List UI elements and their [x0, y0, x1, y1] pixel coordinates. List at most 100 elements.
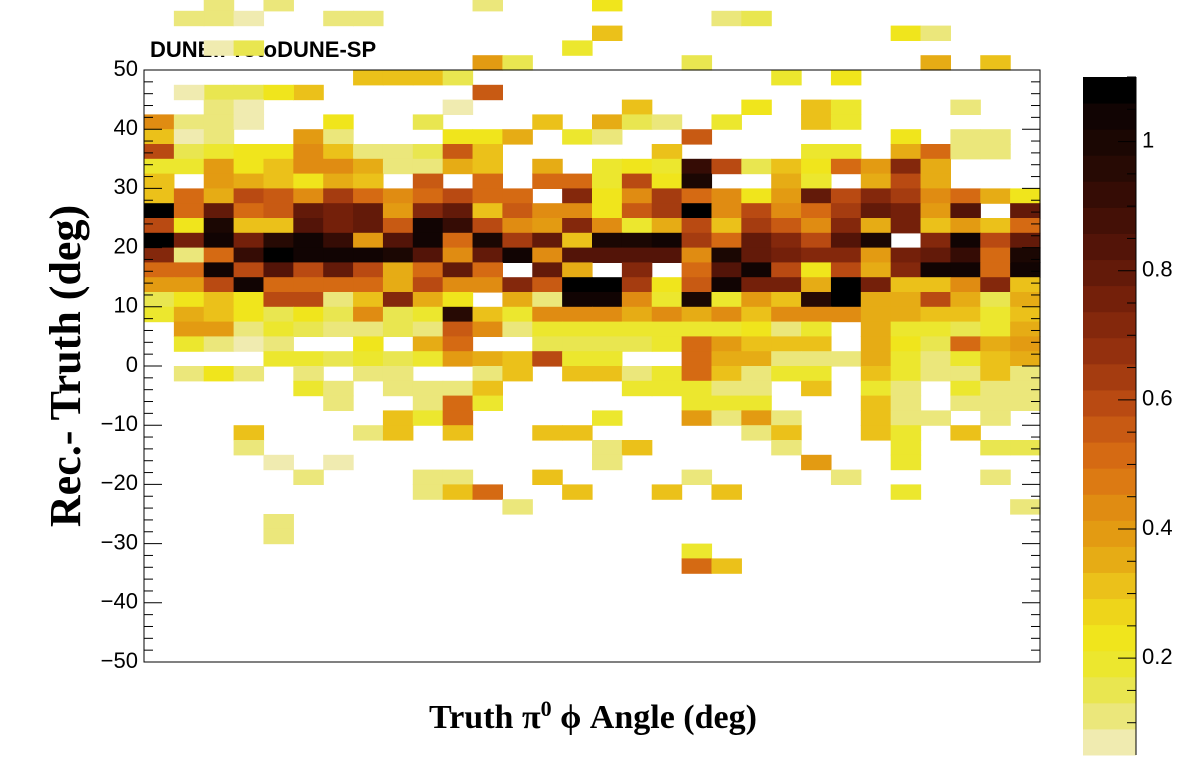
heatmap-cell [203, 306, 235, 323]
heatmap-cell [562, 351, 593, 367]
heatmap-cell [592, 306, 623, 323]
heatmap-cell [412, 484, 444, 500]
heatmap-cell [651, 247, 683, 263]
heatmap-cell [950, 203, 981, 219]
heatmap-cell [711, 292, 742, 308]
heatmap-cell [950, 129, 981, 145]
heatmap-cell [144, 173, 175, 189]
heatmap-cell [830, 247, 862, 263]
heatmap-cell [651, 114, 683, 130]
colorbar-band [1083, 259, 1136, 287]
heatmap-cell [263, 454, 294, 471]
heatmap-cell [980, 232, 1011, 249]
heatmap-cell [144, 114, 175, 130]
heatmap-cell [173, 158, 205, 175]
heatmap-cell [263, 0, 294, 12]
heatmap-cell [801, 262, 832, 278]
heatmap-cell [980, 440, 1011, 456]
heatmap-cell [711, 247, 742, 263]
heatmap-cell [472, 351, 503, 367]
heatmap-cell [412, 173, 444, 189]
heatmap-cell [681, 321, 713, 337]
heatmap-cell [681, 351, 713, 367]
heatmap-cell [1010, 232, 1041, 249]
heatmap-cell [412, 351, 444, 367]
heatmap-cell [173, 277, 205, 293]
heatmap-cell [144, 129, 175, 145]
heatmap-cell [771, 247, 802, 263]
heatmap-cell [472, 129, 503, 145]
heatmap-cell [442, 292, 474, 308]
heatmap-cell [442, 306, 474, 323]
heatmap-cell [890, 351, 922, 367]
heatmap-cell [144, 306, 175, 323]
heatmap-cell [353, 173, 384, 189]
heatmap-cell [711, 306, 742, 323]
heatmap-cell [1010, 336, 1041, 352]
heatmap-cell [203, 188, 235, 204]
heatmap-cell [920, 232, 951, 249]
heatmap-cell [801, 380, 832, 397]
heatmap-cell [562, 484, 593, 500]
heatmap-cell [144, 158, 175, 175]
heatmap-cell [651, 277, 683, 293]
heatmap-cell [353, 277, 384, 293]
heatmap-cell [144, 277, 175, 293]
heatmap-cell [741, 395, 772, 411]
heatmap-cell [382, 70, 414, 86]
heatmap-cell [890, 247, 922, 263]
heatmap-cell [412, 469, 444, 485]
heatmap-cell [771, 292, 802, 308]
y-tick-label: 50 [114, 56, 138, 81]
heatmap-cell [711, 336, 742, 352]
heatmap-cell [741, 218, 772, 234]
heatmap-cell [830, 144, 862, 160]
heatmap-cell [562, 321, 593, 337]
heatmap-cell [890, 292, 922, 308]
heatmap-cell [950, 292, 981, 308]
colorbar-band [1083, 546, 1136, 573]
heatmap-cell [741, 247, 772, 263]
colorbar-band [1083, 572, 1136, 600]
heatmap-cell [1010, 351, 1041, 367]
heatmap-cell [173, 84, 205, 101]
heatmap-cell [890, 321, 922, 337]
heatmap-cell [233, 218, 265, 234]
heatmap-cell [621, 247, 653, 263]
heatmap-cell [233, 336, 265, 352]
heatmap-cell [233, 10, 265, 27]
heatmap-cell [1010, 262, 1041, 278]
heatmap-cell [651, 366, 683, 382]
heatmap-cell [173, 232, 205, 249]
heatmap-cell [741, 262, 772, 278]
heatmap-cell [950, 218, 981, 234]
heatmap-cell [502, 188, 533, 204]
heatmap-cell [801, 454, 832, 471]
heatmap-cell [502, 366, 533, 382]
heatmap-cell [562, 277, 593, 293]
heatmap-cell [711, 395, 742, 411]
heatmap-cell [711, 188, 742, 204]
heatmap-cell [472, 306, 503, 323]
heatmap-cell [860, 410, 892, 426]
heatmap-cell [1010, 380, 1041, 397]
heatmap-cell [293, 173, 324, 189]
heatmap-cell [681, 410, 713, 426]
heatmap-cell [681, 188, 713, 204]
heatmap-cell [741, 292, 772, 308]
heatmap-cell [323, 321, 354, 337]
heatmap-cell [771, 410, 802, 426]
heatmap-cell [293, 144, 324, 160]
heatmap-cell [741, 10, 772, 27]
heatmap-cell [263, 247, 294, 263]
heatmap-cell [890, 306, 922, 323]
heatmap-cell [980, 262, 1011, 278]
heatmap-cell [920, 203, 951, 219]
heatmap-cell [442, 277, 474, 293]
heatmap-cell [950, 366, 981, 382]
heatmap-cell [412, 232, 444, 249]
color-scale-bar: 1 0.8 0.6 0.4 0.2 [1083, 76, 1173, 756]
heatmap-cell [980, 188, 1011, 204]
heatmap-cell [801, 144, 832, 160]
heatmap-cell [1010, 321, 1041, 337]
